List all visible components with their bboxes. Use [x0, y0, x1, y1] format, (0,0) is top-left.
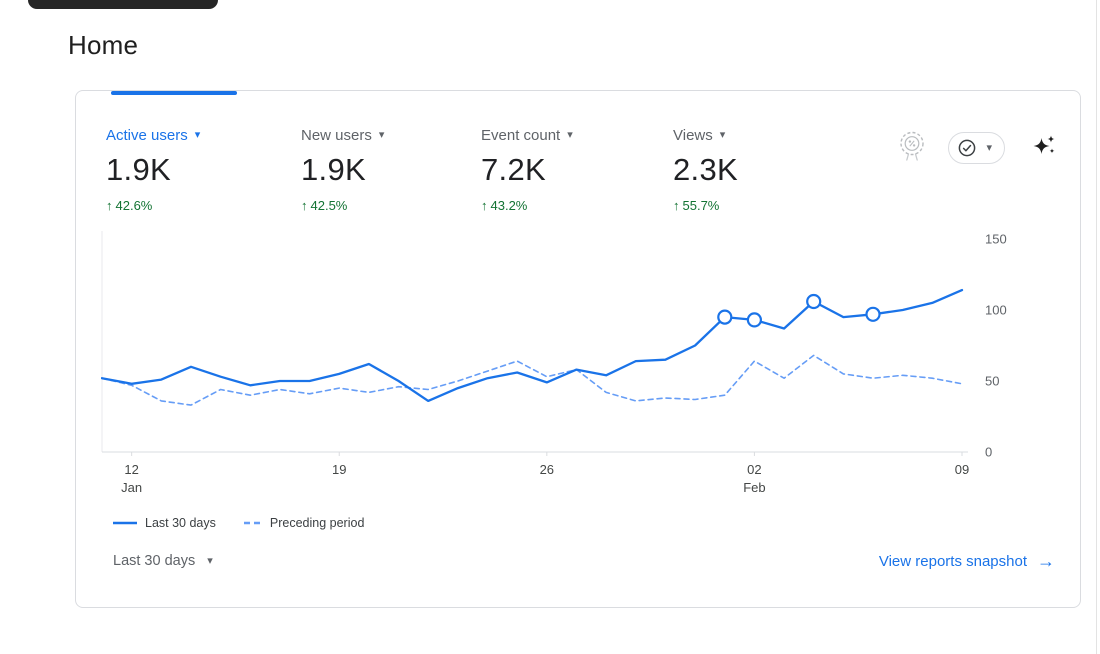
data-point-marker: [746, 312, 763, 328]
active-tab-indicator: [111, 91, 237, 95]
x-axis-sublabel: Jan: [121, 480, 142, 495]
up-arrow-icon: ↑: [481, 198, 488, 213]
data-quality-selector[interactable]: ▾: [948, 132, 1005, 164]
metric-label-row: Views ▾: [673, 127, 738, 144]
line-chart[interactable]: 0 50 100 150 12 Jan 19 26 02 Feb 09: [100, 227, 1041, 497]
dashed-line-swatch: [243, 521, 262, 525]
metric-event-count[interactable]: Event count ▾ 7.2K ↑ 43.2%: [481, 127, 673, 213]
card-header: Active users ▾ 1.9K ↑ 42.6% New users ▾ …: [76, 91, 1080, 213]
x-axis-label: 02: [747, 462, 761, 477]
metric-delta: ↑ 42.6%: [106, 198, 301, 213]
right-arrow-icon: →: [1037, 551, 1055, 571]
chevron-down-icon: ▾: [207, 554, 213, 567]
x-axis-label: 09: [955, 462, 969, 477]
legend-label: Preceding period: [269, 516, 365, 530]
data-point-marker: [865, 306, 881, 322]
metric-label: Views: [673, 127, 713, 144]
chart-legend: Last 30 days Preceding period: [113, 516, 1080, 530]
y-axis-label: 50: [985, 374, 999, 389]
delta-value: 43.2%: [490, 198, 528, 213]
check-circle-icon: [957, 138, 977, 158]
metric-value: 1.9K: [301, 152, 366, 187]
delta-value: 42.6%: [115, 198, 153, 213]
x-axis-label: 19: [332, 462, 346, 477]
solid-line-swatch: [113, 521, 137, 525]
metric-active-users[interactable]: Active users ▾ 1.9K ↑ 42.6%: [106, 127, 301, 213]
metric-delta: ↑ 55.7%: [673, 198, 738, 213]
chevron-down-icon[interactable]: ▾: [378, 129, 385, 141]
data-point-marker: [717, 309, 733, 325]
window-edge-line: [1096, 0, 1097, 654]
x-axis-sublabel: Feb: [743, 480, 765, 495]
metric-label: Active users: [106, 127, 188, 144]
delta-value: 55.7%: [682, 198, 720, 213]
chevron-down-icon[interactable]: ▾: [719, 129, 726, 141]
last-30-days-line: [100, 288, 964, 403]
link-label: View reports snapshot: [878, 552, 1027, 570]
chevron-down-icon[interactable]: ▾: [567, 129, 573, 141]
date-range-label: Last 30 days: [113, 553, 196, 569]
metric-delta: ↑ 42.5%: [301, 198, 481, 213]
metric-delta: ↑ 43.2%: [481, 198, 673, 213]
card-footer: Last 30 days ▾ View reports snapshot →: [113, 552, 1055, 570]
card-actions: ▾: [894, 127, 1058, 169]
x-axis-label: 12: [124, 462, 138, 477]
metric-new-users[interactable]: New users ▾ 1.9K ↑ 42.5%: [301, 127, 481, 213]
chevron-down-icon: ▾: [986, 141, 992, 154]
metric-label-row: New users ▾: [301, 127, 481, 144]
metric-value: 2.3K: [673, 152, 738, 187]
up-arrow-icon: ↑: [301, 198, 308, 213]
y-axis-label: 150: [985, 232, 1007, 247]
data-point-marker: [806, 293, 822, 310]
preceding-period-line: [101, 354, 963, 406]
browser-tab-fragment: [28, 0, 218, 9]
metric-label-row: Active users ▾: [106, 127, 301, 144]
date-range-selector[interactable]: Last 30 days ▾: [113, 553, 213, 569]
x-axis-label: 26: [540, 462, 554, 477]
page-title: Home: [68, 30, 139, 60]
metric-views[interactable]: Views ▾ 2.3K ↑ 55.7%: [673, 127, 738, 213]
legend-item-preceding-period: Preceding period: [243, 516, 365, 530]
legend-item-last-30-days: Last 30 days: [113, 516, 216, 530]
insights-sparkle-icon[interactable]: [1031, 133, 1058, 163]
legend-label: Last 30 days: [145, 516, 216, 530]
up-arrow-icon: ↑: [106, 198, 113, 213]
chevron-down-icon[interactable]: ▾: [194, 129, 201, 141]
up-arrow-icon: ↑: [673, 198, 680, 213]
y-axis-label: 0: [985, 445, 992, 460]
delta-value: 42.5%: [310, 198, 348, 213]
y-axis-label: 100: [985, 303, 1007, 318]
metric-value: 7.2K: [481, 152, 546, 187]
benchmarking-medal-icon[interactable]: [894, 128, 930, 169]
chart-area: 0 50 100 150 12 Jan 19 26 02 Feb 09: [100, 227, 1080, 502]
metric-label-row: Event count ▾: [481, 127, 673, 144]
metric-value: 1.9K: [106, 152, 171, 187]
overview-card: Active users ▾ 1.9K ↑ 42.6% New users ▾ …: [75, 90, 1081, 608]
metrics-row: Active users ▾ 1.9K ↑ 42.6% New users ▾ …: [106, 127, 738, 213]
metric-label: New users: [301, 127, 372, 144]
view-reports-snapshot-link[interactable]: View reports snapshot →: [879, 552, 1055, 570]
metric-label: Event count: [481, 127, 561, 144]
